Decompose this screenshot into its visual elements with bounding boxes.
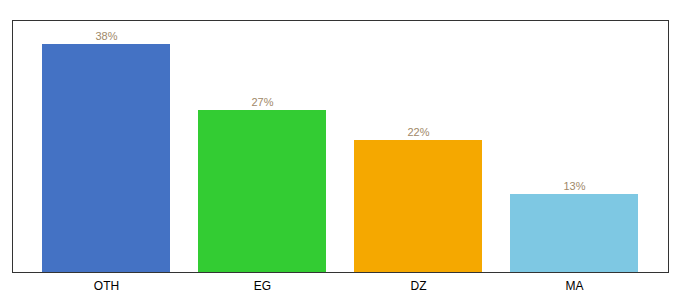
svg-text:22%: 22% [407, 126, 429, 138]
svg-text:38%: 38% [95, 30, 117, 42]
svg-text:MA: MA [566, 279, 584, 293]
svg-text:27%: 27% [251, 96, 273, 108]
svg-text:EG: EG [254, 279, 271, 293]
svg-text:OTH: OTH [94, 279, 119, 293]
svg-text:13%: 13% [563, 180, 585, 192]
svg-text:DZ: DZ [411, 279, 427, 293]
